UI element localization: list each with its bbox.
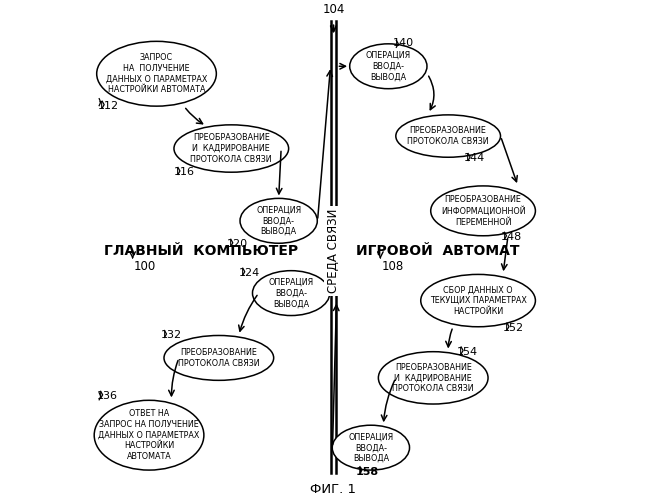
- Text: ИГРОВОЙ  АВТОМАТ: ИГРОВОЙ АВТОМАТ: [356, 244, 520, 258]
- Ellipse shape: [240, 198, 317, 243]
- Text: СБОР ДАННЫХ О
ТЕКУЩИХ ПАРАМЕТРАХ
НАСТРОЙКИ: СБОР ДАННЫХ О ТЕКУЩИХ ПАРАМЕТРАХ НАСТРОЙ…: [430, 286, 526, 316]
- Text: ГЛАВНЫЙ  КОМПЬЮТЕР: ГЛАВНЫЙ КОМПЬЮТЕР: [104, 244, 298, 258]
- Text: 144: 144: [464, 154, 486, 164]
- Text: 120: 120: [227, 239, 248, 249]
- Ellipse shape: [253, 270, 329, 316]
- Text: ПРЕОБРАЗОВАНИЕ
ПРОТОКОЛА СВЯЗИ: ПРЕОБРАЗОВАНИЕ ПРОТОКОЛА СВЯЗИ: [408, 126, 489, 146]
- Text: ПРЕОБРАЗОВАНИЕ
И  КАДРИРОВАНИЕ
ПРОТОКОЛА СВЯЗИ: ПРЕОБРАЗОВАНИЕ И КАДРИРОВАНИЕ ПРОТОКОЛА …: [392, 362, 474, 393]
- Text: 136: 136: [97, 392, 117, 402]
- Ellipse shape: [164, 336, 273, 380]
- Text: 100: 100: [134, 260, 156, 273]
- Ellipse shape: [431, 186, 536, 236]
- Ellipse shape: [174, 125, 289, 172]
- Text: 148: 148: [500, 232, 522, 242]
- Text: ЗАПРОС
НА  ПОЛУЧЕНИЕ
ДАННЫХ О ПАРАМЕТРАХ
НАСТРОЙКИ АВТОМАТА: ЗАПРОС НА ПОЛУЧЕНИЕ ДАННЫХ О ПАРАМЕТРАХ …: [106, 53, 207, 94]
- Text: ПРЕОБРАЗОВАНИЕ
ПРОТОКОЛА СВЯЗИ: ПРЕОБРАЗОВАНИЕ ПРОТОКОЛА СВЯЗИ: [178, 348, 259, 368]
- Text: 158: 158: [356, 466, 379, 476]
- Text: ФИГ. 1: ФИГ. 1: [311, 482, 356, 496]
- Text: 154: 154: [457, 347, 478, 357]
- Ellipse shape: [350, 44, 427, 88]
- Text: СРЕДА СВЯЗИ: СРЕДА СВЯЗИ: [327, 208, 340, 293]
- Text: 140: 140: [392, 38, 414, 48]
- Ellipse shape: [332, 425, 410, 470]
- Ellipse shape: [396, 115, 500, 157]
- Text: ПРЕОБРАЗОВАНИЕ
ИНФОРМАЦИОННОЙ
ПЕРЕМЕННОЙ: ПРЕОБРАЗОВАНИЕ ИНФОРМАЦИОННОЙ ПЕРЕМЕННОЙ: [441, 195, 526, 226]
- Ellipse shape: [378, 352, 488, 404]
- Text: 108: 108: [382, 260, 404, 273]
- Text: 152: 152: [503, 323, 524, 333]
- Ellipse shape: [97, 42, 216, 106]
- Text: 112: 112: [98, 101, 119, 111]
- Text: 104: 104: [322, 4, 345, 16]
- Text: ОПЕРАЦИЯ
ВВОДА-
ВЫВОДА: ОПЕРАЦИЯ ВВОДА- ВЫВОДА: [256, 206, 301, 236]
- Text: ОПЕРАЦИЯ
ВВОДА-
ВЫВОДА: ОПЕРАЦИЯ ВВОДА- ВЫВОДА: [366, 51, 411, 82]
- Text: 132: 132: [161, 330, 181, 340]
- Text: ОПЕРАЦИЯ
ВВОДА-
ВЫВОДА: ОПЕРАЦИЯ ВВОДА- ВЫВОДА: [269, 278, 313, 308]
- Ellipse shape: [94, 400, 204, 470]
- Text: 124: 124: [239, 268, 260, 278]
- Text: ОПЕРАЦИЯ
ВВОДА-
ВЫВОДА: ОПЕРАЦИЯ ВВОДА- ВЫВОДА: [348, 432, 394, 463]
- Text: 116: 116: [174, 168, 195, 177]
- Text: ПРЕОБРАЗОВАНИЕ
И  КАДРИРОВАНИЕ
ПРОТОКОЛА СВЯЗИ: ПРЕОБРАЗОВАНИЕ И КАДРИРОВАНИЕ ПРОТОКОЛА …: [191, 134, 272, 164]
- Text: ОТВЕТ НА
ЗАПРОС НА ПОЛУЧЕНИЕ
ДАННЫХ О ПАРАМЕТРАХ
НАСТРОЙКИ
АВТОМАТА: ОТВЕТ НА ЗАПРОС НА ПОЛУЧЕНИЕ ДАННЫХ О ПА…: [98, 409, 199, 461]
- Ellipse shape: [421, 274, 536, 327]
